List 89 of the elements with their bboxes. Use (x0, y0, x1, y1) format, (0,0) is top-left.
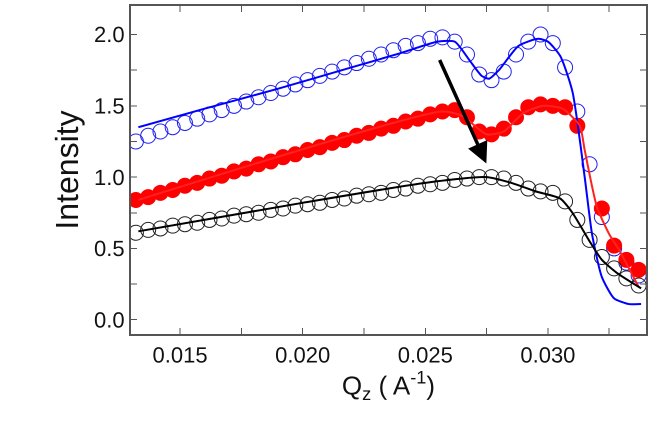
point (152, 220, 168, 236)
point (140, 222, 156, 238)
y-tick-label: 1.0 (94, 164, 125, 190)
point (214, 102, 230, 118)
point (496, 170, 512, 187)
point (312, 194, 328, 211)
point (262, 202, 279, 218)
point (373, 184, 390, 201)
point (226, 208, 242, 224)
point (544, 35, 561, 52)
point (630, 262, 646, 278)
point (557, 193, 574, 210)
point (324, 64, 340, 80)
y-axis-title: Intensity (48, 110, 85, 230)
point (594, 248, 610, 265)
point (569, 212, 586, 228)
point (226, 98, 242, 114)
point (140, 128, 156, 144)
point (508, 174, 524, 191)
x-tick-label: 0.015 (152, 342, 208, 368)
point (532, 183, 549, 200)
point (434, 29, 450, 46)
point (275, 200, 292, 216)
point (398, 38, 414, 54)
point (520, 180, 536, 197)
point (410, 178, 426, 194)
point (446, 172, 463, 188)
point (557, 59, 574, 76)
x-axis-title: Q$_{z}$ ( A$^{-1}$) (342, 367, 436, 404)
point (348, 188, 365, 204)
point (471, 66, 488, 82)
point (287, 198, 304, 214)
point (300, 72, 316, 88)
point (275, 80, 292, 97)
y-tick-label: 2.0 (94, 22, 125, 48)
point (176, 216, 193, 232)
x-tick-label: 0.030 (520, 342, 576, 368)
y-tick-label: 0.0 (94, 307, 125, 332)
point (508, 46, 524, 62)
point (471, 169, 488, 186)
point (422, 30, 438, 47)
point (458, 170, 475, 187)
point (422, 176, 438, 192)
point (360, 186, 377, 202)
x-tick-label: 0.020 (275, 342, 330, 368)
point (582, 156, 598, 172)
point (434, 174, 450, 191)
point (262, 84, 279, 101)
point (496, 64, 512, 80)
point (336, 59, 352, 76)
point (606, 260, 622, 276)
point (446, 34, 463, 50)
point (152, 124, 168, 140)
point (385, 182, 402, 198)
point (398, 180, 414, 197)
point (410, 35, 426, 52)
point (189, 110, 206, 127)
point (348, 55, 365, 72)
point (544, 184, 561, 201)
point (373, 46, 390, 62)
point (582, 232, 598, 248)
point (164, 119, 181, 136)
point (630, 278, 646, 294)
y-tick-label: 1.5 (94, 94, 125, 119)
point (201, 106, 218, 122)
point (520, 34, 536, 50)
point (250, 204, 267, 221)
x-tick-label: 0.025 (398, 342, 453, 368)
point (287, 76, 304, 92)
point (385, 42, 402, 58)
point (164, 218, 181, 234)
point (214, 210, 230, 226)
point (484, 169, 500, 186)
point (312, 68, 328, 84)
point (458, 46, 475, 62)
point (189, 214, 206, 231)
point (238, 206, 254, 222)
point (618, 270, 634, 286)
point (324, 192, 340, 208)
point (360, 50, 377, 67)
point (532, 26, 549, 43)
point (300, 196, 316, 212)
point (484, 72, 500, 88)
point (250, 89, 267, 106)
point (336, 190, 352, 207)
y-tick-label: 0.5 (94, 236, 125, 262)
point (176, 114, 193, 131)
point (238, 94, 254, 110)
point (201, 212, 218, 228)
